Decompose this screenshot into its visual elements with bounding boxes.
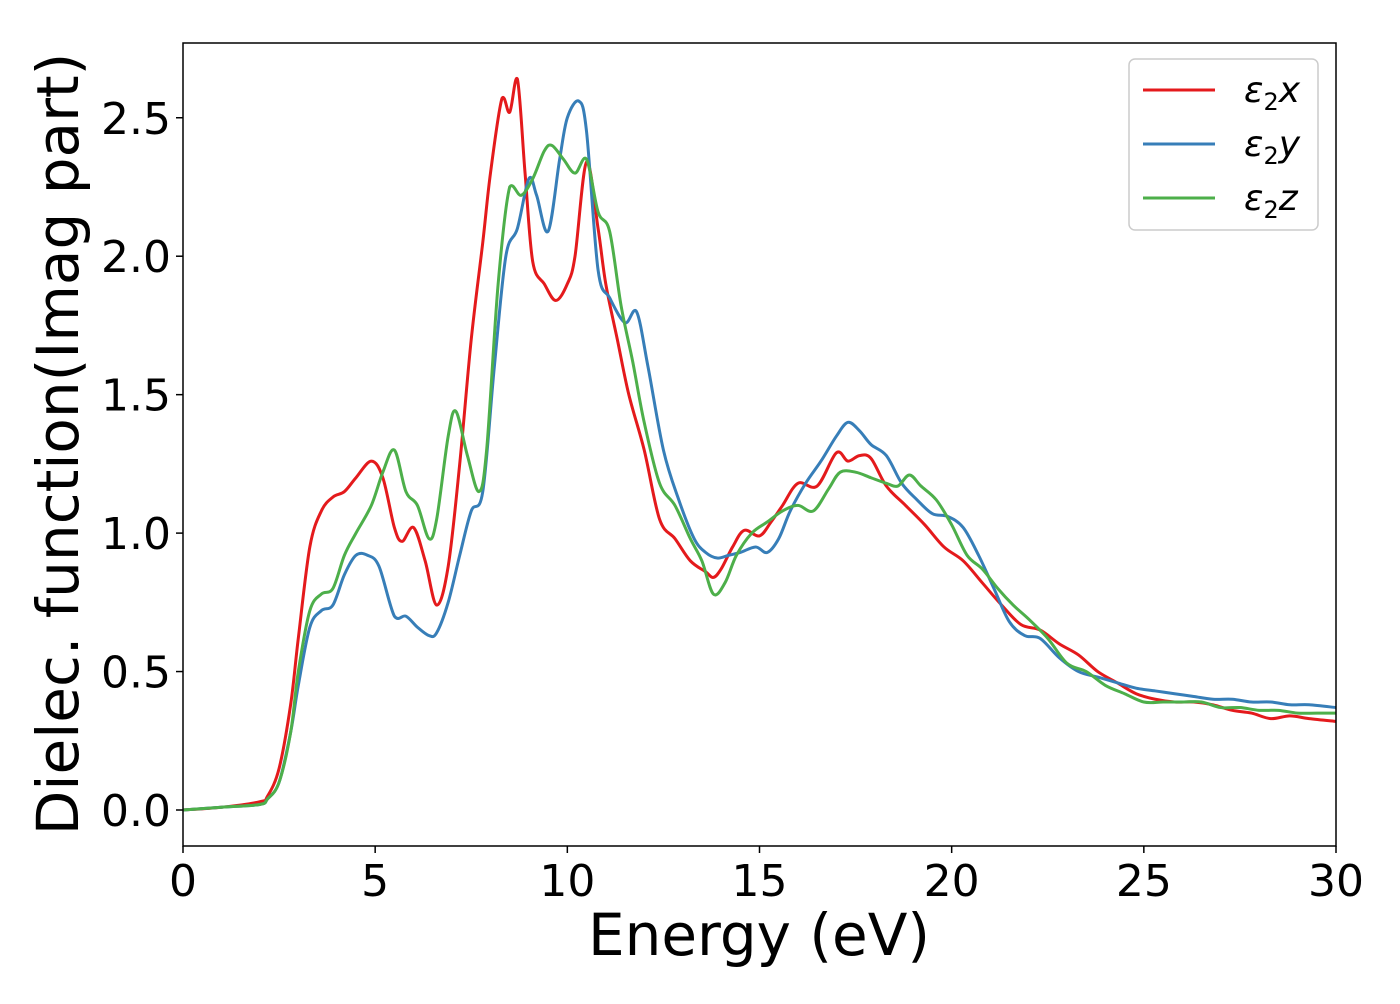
legend-label-z: ε2z — [1244, 178, 1299, 224]
y-tick-label: 1.5 — [101, 371, 171, 422]
x-tick-label: 10 — [539, 856, 595, 907]
x-tick-label: 25 — [1116, 856, 1172, 907]
plot-frame — [182, 42, 1337, 847]
x-axis-title: Energy (eV) — [588, 901, 930, 969]
legend: ε2x ε2y ε2z — [1128, 58, 1319, 231]
legend-label-x: ε2x — [1244, 70, 1301, 116]
series-line-x — [183, 77, 1336, 812]
x-axis-ticks: 0 5 10 15 20 25 30 — [169, 846, 1364, 907]
y-axis-ticks: 0.0 0.5 1.0 1.5 2.0 2.5 — [101, 94, 183, 837]
y-axis-title: Dielec. function(Imag part) — [24, 53, 92, 836]
y-tick-label: 1.0 — [101, 509, 171, 560]
series-line-z — [183, 143, 1336, 812]
y-tick-label: 0.5 — [101, 648, 171, 699]
x-tick-label: 0 — [169, 856, 197, 907]
series-layer — [183, 77, 1336, 812]
legend-label-y: ε2y — [1244, 124, 1301, 170]
y-tick-label: 2.0 — [101, 232, 171, 283]
legend-frame — [1128, 58, 1319, 231]
y-tick-label: 2.5 — [101, 94, 171, 145]
x-tick-label: 20 — [924, 856, 980, 907]
x-tick-label: 15 — [732, 856, 788, 907]
x-tick-label: 30 — [1308, 856, 1364, 907]
y-tick-label: 0.0 — [101, 786, 171, 837]
x-tick-label: 5 — [361, 856, 389, 907]
